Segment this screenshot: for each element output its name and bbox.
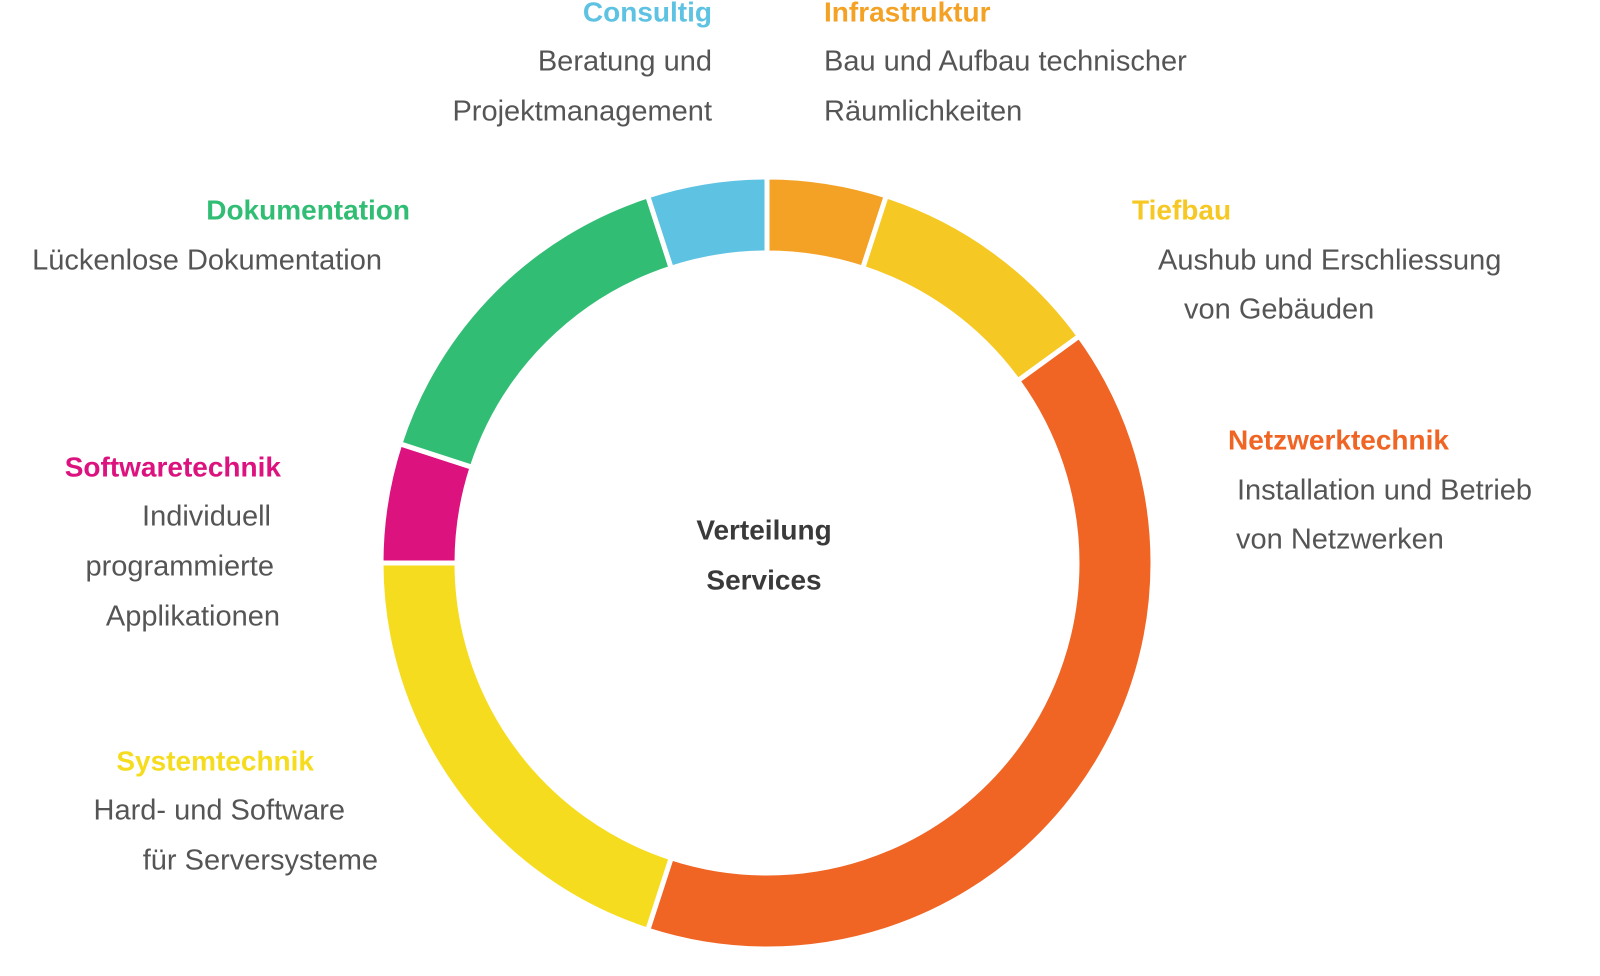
- category-description: für Serversysteme: [143, 845, 378, 877]
- category-title: Systemtechnik: [116, 745, 314, 776]
- category-title: Softwaretechnik: [65, 451, 282, 482]
- category-title: Infrastruktur: [824, 0, 991, 27]
- donut-segment: [396, 192, 675, 471]
- center-label: Verteilung: [696, 514, 831, 545]
- category-description: Aushub und Erschliessung: [1158, 245, 1501, 277]
- category-description: Beratung und: [538, 46, 712, 78]
- category-description: Installation und Betrieb: [1237, 475, 1532, 507]
- category-description: Lückenlose Dokumentation: [32, 245, 382, 277]
- category-description: Bau und Aufbau technischer: [824, 46, 1187, 78]
- category-description: Räumlichkeiten: [824, 96, 1022, 128]
- donut-segment: [378, 560, 675, 934]
- category-description: Applikationen: [106, 601, 280, 633]
- category-description: programmierte: [85, 551, 274, 583]
- category-title: Tiefbau: [1132, 194, 1231, 225]
- category-description: Hard- und Software: [94, 795, 345, 827]
- donut-segment: [644, 174, 770, 272]
- donut-segment: [859, 192, 1083, 385]
- category-title: Consultig: [583, 0, 712, 27]
- category-title: Dokumentation: [206, 194, 410, 225]
- category-description: Projektmanagement: [452, 96, 712, 128]
- category-description: Individuell: [142, 501, 271, 533]
- center-label: Services: [706, 564, 821, 595]
- donut-segment: [644, 332, 1156, 952]
- category-title: Netzwerktechnik: [1228, 424, 1449, 455]
- category-description: von Gebäuden: [1184, 294, 1374, 326]
- category-description: von Netzwerken: [1236, 524, 1444, 556]
